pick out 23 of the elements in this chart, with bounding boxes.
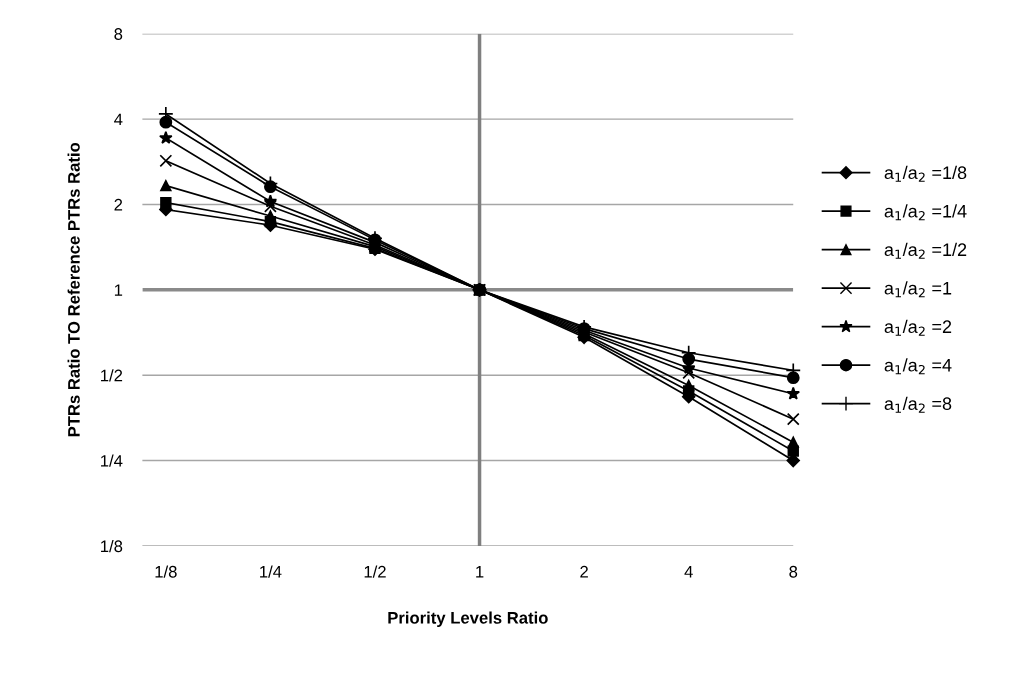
x-tick-label: 1/8	[155, 565, 177, 578]
x-tick-label: 4	[684, 566, 693, 578]
legend-label: a$_{1}$/a$_{2}$ =1/4	[884, 204, 967, 221]
y-tick-label: 8	[114, 28, 123, 40]
x-tick-label: 8	[789, 565, 798, 578]
y-tick-label: 1/2	[101, 369, 123, 382]
x-tick-label: 2	[580, 565, 588, 578]
legend-label: a$_{1}$/a$_{2}$ =1	[884, 281, 952, 298]
y-tick-label: 1/4	[101, 454, 123, 467]
y-tick-label: 2	[114, 198, 123, 211]
y-axis-title: PTRs Ratio TO Reference PTRs Ratio	[67, 142, 80, 437]
legend-label: a$_{1}$/a$_{2}$ =1/2	[884, 242, 967, 259]
x-tick-label: 1/4	[260, 565, 282, 578]
y-tick-label: 1/8	[101, 539, 123, 553]
x-tick-label: 1	[476, 566, 484, 578]
y-tick-label: 4	[114, 113, 123, 126]
legend-label: a$_{1}$/a$_{2}$ =1/8	[884, 165, 967, 182]
legend-label: a$_{1}$/a$_{2}$ =2	[884, 319, 952, 336]
x-tick-label: 1/2	[364, 565, 386, 578]
y-tick-label: 1	[114, 284, 123, 296]
x-axis-title: Priority Levels Ratio	[388, 611, 548, 628]
legend-label: a$_{1}$/a$_{2}$ =4	[884, 358, 952, 375]
legend-label: a$_{1}$/a$_{2}$ =8	[884, 396, 952, 413]
